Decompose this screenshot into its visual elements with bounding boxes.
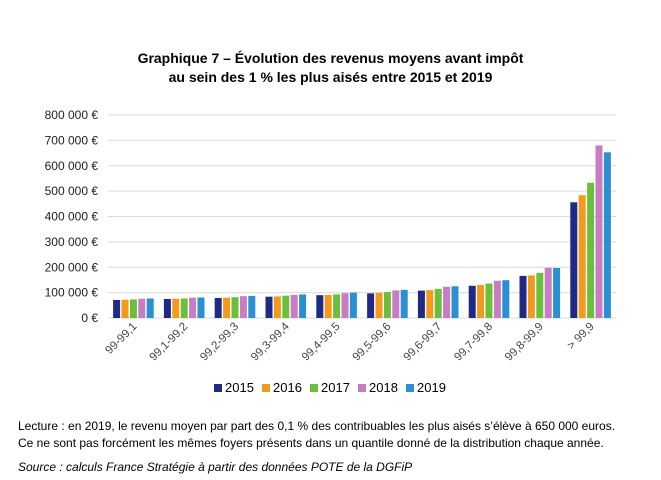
bar-2015 [113, 299, 121, 318]
x-tick-label: 99,8-99,9 [503, 321, 546, 364]
bar-2016 [273, 296, 281, 318]
bar-2017 [180, 298, 188, 318]
bar-2019 [603, 152, 611, 318]
chart-title: Graphique 7 – Évolution des revenus moye… [0, 49, 661, 87]
bar-2017 [333, 294, 341, 318]
legend-label-2016: 2016 [273, 380, 302, 395]
bar-2018 [595, 145, 603, 318]
caveat-note: Ce ne sont pas forcément les mêmes foyer… [18, 436, 604, 450]
bar-2016 [223, 297, 231, 318]
bar-2018 [290, 294, 298, 318]
bar-2017 [282, 295, 290, 318]
bar-2018 [493, 280, 501, 318]
bar-2019 [502, 280, 510, 318]
bar-2018 [239, 296, 247, 318]
x-tick-label: 99,1-99,2 [147, 321, 190, 364]
bar-2019 [299, 294, 307, 318]
bar-2016 [172, 298, 180, 318]
legend-label-2017: 2017 [321, 380, 350, 395]
y-axis-tick-labels: 0 € 100 000 € 200 000 € 300 000 € 400 000 € 5… [45, 108, 99, 325]
bar-chart: 0 € 100 000 € 200 000 € 300 000 € 400 000 € 5… [45, 108, 616, 395]
y-tick-label: 0 € [81, 311, 98, 325]
y-tick-label: 800 000 € [45, 108, 99, 122]
bar-2016 [578, 195, 586, 318]
bar-2019 [349, 292, 357, 318]
y-tick-label: 100 000 € [45, 286, 99, 300]
bar-2017 [485, 283, 493, 318]
y-tick-label: 700 000 € [45, 133, 99, 147]
bar-2017 [536, 272, 544, 318]
bar-2016 [121, 299, 129, 318]
x-tick-label: 99,4-99,5 [300, 321, 343, 364]
bar-2015 [417, 290, 425, 318]
legend-swatch-2016 [262, 384, 270, 392]
legend-swatch-2019 [406, 384, 414, 392]
bar-2015 [265, 296, 273, 318]
x-tick-label: 99,2-99,3 [198, 321, 241, 364]
bar-2015 [367, 293, 375, 318]
bar-2019 [400, 289, 408, 318]
bar-2015 [214, 297, 222, 318]
bar-2018 [341, 293, 349, 318]
bar-2015 [468, 285, 476, 318]
bar-2015 [316, 295, 324, 318]
bar-2017 [231, 297, 239, 318]
legend-swatch-2017 [310, 384, 318, 392]
bar-2019 [146, 298, 154, 318]
y-tick-label: 400 000 € [45, 210, 99, 224]
bar-2019 [553, 268, 561, 318]
y-tick-label: 500 000 € [45, 184, 99, 198]
legend-swatch-2018 [358, 384, 366, 392]
bar-2016 [527, 275, 535, 318]
bar-2015 [519, 275, 527, 318]
legend: 2015 2016 2017 2018 2019 [214, 380, 446, 395]
bar-2018 [544, 267, 552, 318]
x-tick-label: 99,6-99,7 [401, 321, 444, 364]
x-tick-label: > 99,9 [565, 321, 596, 352]
bar-2019 [197, 297, 205, 318]
bar-2017 [383, 292, 391, 318]
bars [113, 145, 611, 318]
x-tick-label: 99,7-99,8 [452, 321, 495, 364]
chart-title-line-1: Graphique 7 – Évolution des revenus moye… [137, 50, 524, 66]
bar-2015 [570, 202, 578, 318]
x-tick-label: 99,5-99,6 [351, 321, 394, 364]
legend-label-2019: 2019 [417, 380, 446, 395]
reading-note: Lecture : en 2019, le revenu moyen par p… [18, 419, 616, 433]
legend-label-2015: 2015 [225, 380, 254, 395]
bar-2019 [248, 295, 256, 318]
bar-2017 [129, 299, 137, 318]
bar-2019 [451, 286, 459, 318]
bar-2018 [189, 297, 197, 318]
y-tick-label: 200 000 € [45, 260, 99, 274]
bar-2016 [324, 294, 332, 318]
bar-2017 [587, 182, 595, 318]
bar-2016 [426, 290, 434, 318]
bar-2016 [477, 285, 485, 318]
legend-swatch-2015 [214, 384, 222, 392]
chart-title-line-2: au sein des 1 % les plus aisés entre 201… [168, 69, 493, 85]
y-tick-label: 300 000 € [45, 235, 99, 249]
bar-2015 [163, 298, 171, 318]
y-tick-label: 600 000 € [45, 159, 99, 173]
legend-label-2018: 2018 [369, 380, 398, 395]
bar-2016 [375, 292, 383, 318]
bar-2017 [434, 288, 442, 318]
bar-2018 [138, 298, 146, 318]
x-axis-tick-labels: 99-99,1 99,1-99,2 99,2-99,3 99,3-99,4 99,4-9… [103, 320, 596, 363]
x-tick-label: 99,3-99,4 [249, 320, 292, 363]
x-tick-label: 99-99,1 [103, 321, 139, 357]
source-note: Source : calculs France Stratégie à part… [18, 460, 413, 474]
bar-2018 [392, 290, 400, 318]
bar-2018 [443, 286, 451, 318]
